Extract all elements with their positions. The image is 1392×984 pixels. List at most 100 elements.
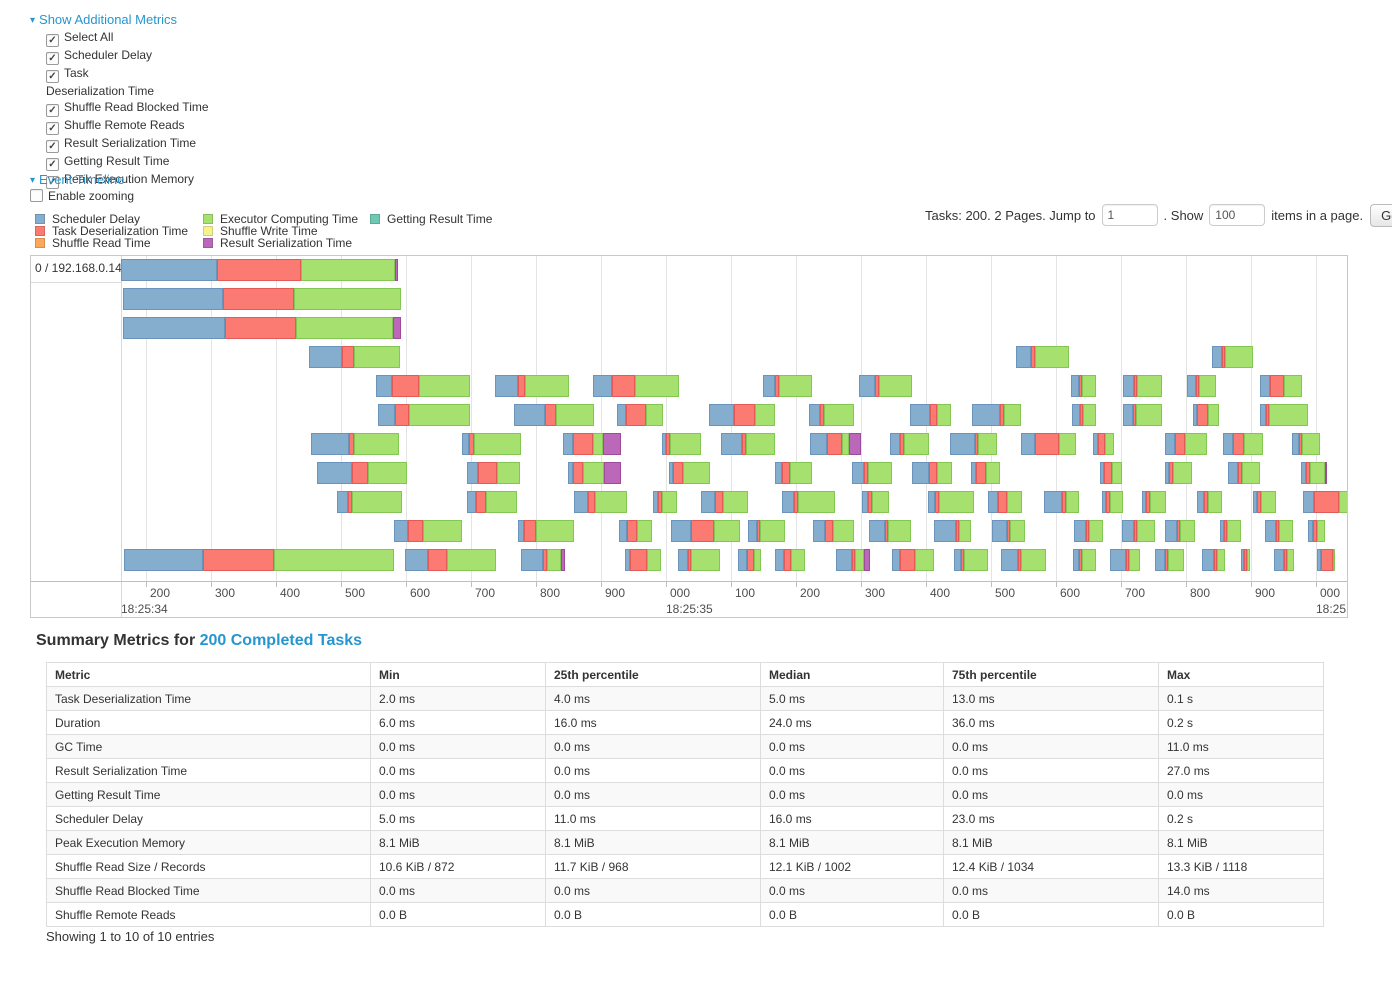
task-bar[interactable] [625, 549, 661, 571]
task-bar[interactable] [518, 520, 574, 542]
task-bar[interactable] [1308, 520, 1325, 542]
task-bar[interactable] [836, 549, 870, 571]
task-bar[interactable] [1073, 549, 1096, 571]
task-bar[interactable] [1021, 433, 1076, 455]
task-bar[interactable] [1317, 549, 1335, 571]
task-bar[interactable] [123, 288, 401, 310]
task-bar[interactable] [1122, 520, 1155, 542]
task-bar[interactable] [992, 520, 1025, 542]
task-bar[interactable] [124, 549, 394, 571]
task-bar[interactable] [467, 491, 517, 513]
task-bar[interactable] [514, 404, 594, 426]
metric-checkbox[interactable] [46, 34, 59, 47]
task-bar[interactable] [121, 259, 398, 281]
task-bar[interactable] [1223, 433, 1263, 455]
task-bar[interactable] [1197, 491, 1222, 513]
metric-checkbox[interactable] [46, 140, 59, 153]
task-bar[interactable] [1260, 404, 1308, 426]
task-bar[interactable] [563, 433, 621, 455]
task-bar[interactable] [910, 404, 951, 426]
task-bar[interactable] [810, 433, 861, 455]
task-bar[interactable] [123, 317, 401, 339]
task-bar[interactable] [1123, 404, 1162, 426]
task-bar[interactable] [653, 491, 677, 513]
metric-checkbox[interactable] [46, 158, 59, 171]
task-bar[interactable] [593, 375, 679, 397]
task-bar[interactable] [678, 549, 720, 571]
task-bar[interactable] [1228, 462, 1260, 484]
task-bar[interactable] [928, 491, 974, 513]
show-additional-metrics-link[interactable]: ▾ Show Additional Metrics [30, 12, 178, 27]
task-bar[interactable] [934, 520, 971, 542]
task-bar[interactable] [1202, 549, 1225, 571]
task-bar[interactable] [971, 462, 1000, 484]
task-bar[interactable] [619, 520, 652, 542]
task-bar[interactable] [1155, 549, 1184, 571]
task-bar[interactable] [1292, 433, 1320, 455]
task-bar[interactable] [763, 375, 812, 397]
task-bar[interactable] [376, 375, 470, 397]
task-bar[interactable] [1165, 433, 1207, 455]
event-timeline-link[interactable]: ▾ Event Timeline [30, 172, 125, 187]
task-bar[interactable] [309, 346, 400, 368]
task-bar[interactable] [378, 404, 470, 426]
enable-zooming-checkbox[interactable] [30, 189, 43, 202]
task-bar[interactable] [809, 404, 854, 426]
task-bar[interactable] [1100, 462, 1122, 484]
task-bar[interactable] [1071, 375, 1096, 397]
task-bar[interactable] [1123, 375, 1162, 397]
task-bar[interactable] [394, 520, 462, 542]
task-bar[interactable] [782, 491, 835, 513]
task-bar[interactable] [954, 549, 988, 571]
task-bar[interactable] [1142, 491, 1166, 513]
task-bar[interactable] [892, 549, 934, 571]
task-bar[interactable] [1193, 404, 1219, 426]
task-bar[interactable] [852, 462, 892, 484]
task-bar[interactable] [738, 549, 761, 571]
task-bar[interactable] [972, 404, 1021, 426]
task-bar[interactable] [1110, 549, 1140, 571]
task-bar[interactable] [1187, 375, 1216, 397]
task-bar[interactable] [568, 462, 621, 484]
task-bar[interactable] [1001, 549, 1046, 571]
task-bar[interactable] [1074, 520, 1103, 542]
task-bar[interactable] [775, 549, 805, 571]
task-bar[interactable] [1072, 404, 1096, 426]
metric-checkbox[interactable] [46, 176, 59, 189]
go-button[interactable]: Go [1370, 203, 1392, 227]
task-bar[interactable] [859, 375, 912, 397]
metric-checkbox[interactable] [46, 104, 59, 117]
task-bar[interactable] [709, 404, 775, 426]
jump-to-page-input[interactable] [1101, 204, 1158, 226]
task-bar[interactable] [813, 520, 854, 542]
task-bar[interactable] [1260, 375, 1302, 397]
task-bar[interactable] [748, 520, 785, 542]
metric-checkbox[interactable] [46, 70, 59, 83]
task-bar[interactable] [775, 462, 812, 484]
task-bar[interactable] [701, 491, 748, 513]
task-bar[interactable] [467, 462, 520, 484]
task-bar[interactable] [669, 462, 710, 484]
task-bar[interactable] [662, 433, 701, 455]
task-bar[interactable] [405, 549, 496, 571]
task-bar[interactable] [671, 520, 740, 542]
task-bar[interactable] [988, 491, 1022, 513]
task-bar[interactable] [1220, 520, 1241, 542]
task-bar[interactable] [495, 375, 569, 397]
metric-checkbox[interactable] [46, 52, 59, 65]
task-bar[interactable] [1093, 433, 1114, 455]
task-bar[interactable] [869, 520, 911, 542]
task-bar[interactable] [337, 491, 402, 513]
task-bar[interactable] [1044, 491, 1079, 513]
task-bar[interactable] [950, 433, 997, 455]
task-bar[interactable] [317, 462, 407, 484]
task-bar[interactable] [574, 491, 627, 513]
task-bar[interactable] [462, 433, 521, 455]
task-bar[interactable] [721, 433, 775, 455]
task-bar[interactable] [521, 549, 565, 571]
task-bar[interactable] [311, 433, 399, 455]
completed-tasks-link[interactable]: 200 Completed Tasks [199, 632, 363, 649]
task-bar[interactable] [1274, 549, 1294, 571]
task-bar[interactable] [1265, 520, 1293, 542]
task-bar[interactable] [1303, 491, 1347, 513]
